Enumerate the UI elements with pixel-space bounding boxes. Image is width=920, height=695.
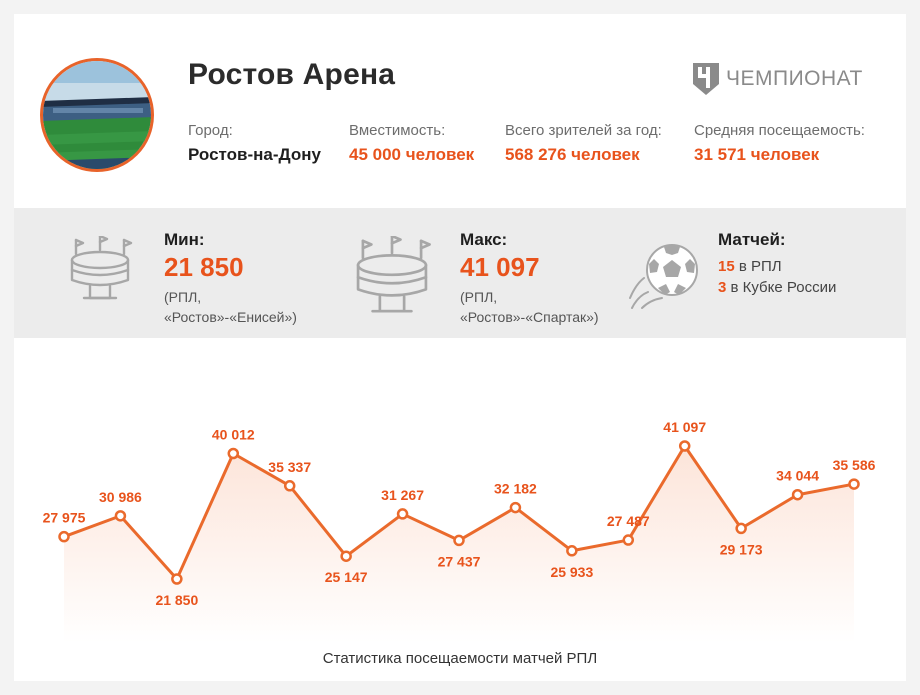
stadium-icon — [356, 236, 431, 313]
total-value: 568 276 человек — [505, 145, 640, 164]
football-icon — [629, 244, 698, 309]
brand-logo[interactable]: ЧЕМПИОНАТ — [692, 62, 863, 96]
data-point — [735, 522, 747, 535]
data-point — [566, 545, 578, 557]
championat-logo-icon — [693, 63, 719, 95]
average-info: Средняя посещаемость: 31 571 человек — [694, 122, 865, 165]
data-point — [509, 501, 522, 514]
data-label: 27 975 — [43, 510, 86, 526]
min-stat: Мин: 21 850 (РПЛ, «Ростов»-«Енисей») — [164, 230, 297, 327]
data-point — [453, 534, 465, 547]
attendance-line-chart: 27 975 30 986 21 850 40 012 35 337 25 147 31 2… — [43, 419, 876, 643]
stadium-header: Ростов Арена ЧЕМПИОНАТ Город: Ростов-на-… — [14, 14, 906, 208]
average-label: Средняя посещаемость: — [694, 122, 865, 139]
total-info: Всего зрителей за год: 568 276 человек — [505, 122, 662, 165]
data-label: 27 487 — [607, 513, 650, 529]
min-label: Мин: — [164, 230, 205, 249]
stadium-card: Ростов Арена ЧЕМПИОНАТ Город: Ростов-на-… — [14, 14, 906, 681]
data-label: 29 173 — [720, 541, 763, 557]
data-label: 30 986 — [99, 489, 142, 505]
max-note-line2: «Ростов»-«Спартак») — [460, 309, 599, 325]
data-point — [848, 478, 860, 490]
cup-text: в Кубке России — [726, 279, 837, 296]
attendance-chart: 27 975 30 986 21 850 40 012 35 337 25 147 31 2… — [14, 338, 906, 681]
capacity-value: 45 000 человек — [349, 145, 475, 164]
data-label: 35 586 — [833, 457, 876, 473]
data-point — [622, 534, 635, 546]
max-note-line1: (РПЛ, — [460, 289, 498, 305]
city-info: Город: Ростов-на-Дону — [188, 122, 321, 165]
data-point — [678, 440, 691, 452]
max-label: Макс: — [460, 230, 508, 249]
capacity-info: Вместимость: 45 000 человек — [349, 122, 474, 165]
stadium-photo — [40, 58, 154, 172]
data-label: 32 182 — [494, 481, 537, 497]
stadium-title: Ростов Арена — [188, 58, 396, 91]
matches-rpl: 15 в РПЛ — [718, 258, 836, 275]
data-point — [340, 550, 352, 562]
data-point — [396, 508, 409, 520]
cup-count: 3 — [718, 279, 727, 296]
data-point — [114, 510, 127, 522]
city-value: Ростов-на-Дону — [188, 145, 321, 164]
city-label: Город: — [188, 122, 233, 139]
data-label: 27 437 — [438, 553, 481, 569]
data-label: 25 147 — [325, 569, 368, 585]
data-label: 40 012 — [212, 426, 255, 442]
max-stat: Макс: 41 097 (РПЛ, «Ростов»-«Спартак») — [460, 230, 599, 327]
data-label: 21 850 — [155, 592, 198, 608]
data-label: 34 044 — [776, 468, 819, 484]
data-point — [227, 447, 240, 460]
total-label: Всего зрителей за год: — [505, 122, 662, 139]
stadium-icon — [70, 236, 133, 300]
min-note-line2: «Ростов»-«Енисей») — [164, 309, 297, 325]
max-value: 41 097 — [460, 252, 540, 282]
data-point — [283, 480, 296, 492]
data-label: 41 097 — [663, 419, 706, 435]
average-value: 31 571 человек — [694, 145, 820, 164]
rpl-text: в РПЛ — [734, 258, 782, 275]
capacity-label: Вместимость: — [349, 122, 446, 139]
matches-stat: Матчей: 15 в РПЛ 3 в Кубке России — [718, 230, 836, 296]
data-point — [791, 488, 804, 501]
data-point — [171, 573, 183, 585]
chart-caption: Статистика посещаемости матчей РПЛ — [322, 650, 598, 667]
stats-strip: Мин: 21 850 (РПЛ, «Ростов»-«Енисей») Мак… — [14, 208, 906, 338]
min-value: 21 850 — [164, 252, 244, 282]
data-point — [58, 530, 70, 543]
data-label: 25 933 — [550, 564, 593, 580]
matches-label: Матчей: — [718, 230, 786, 249]
min-note-line1: (РПЛ, — [164, 289, 202, 305]
brand-name: ЧЕМПИОНАТ — [726, 67, 863, 90]
matches-cup: 3 в Кубке России — [718, 279, 836, 296]
rpl-count: 15 — [718, 258, 735, 275]
data-label: 35 337 — [268, 459, 311, 475]
data-label: 31 267 — [381, 487, 424, 503]
